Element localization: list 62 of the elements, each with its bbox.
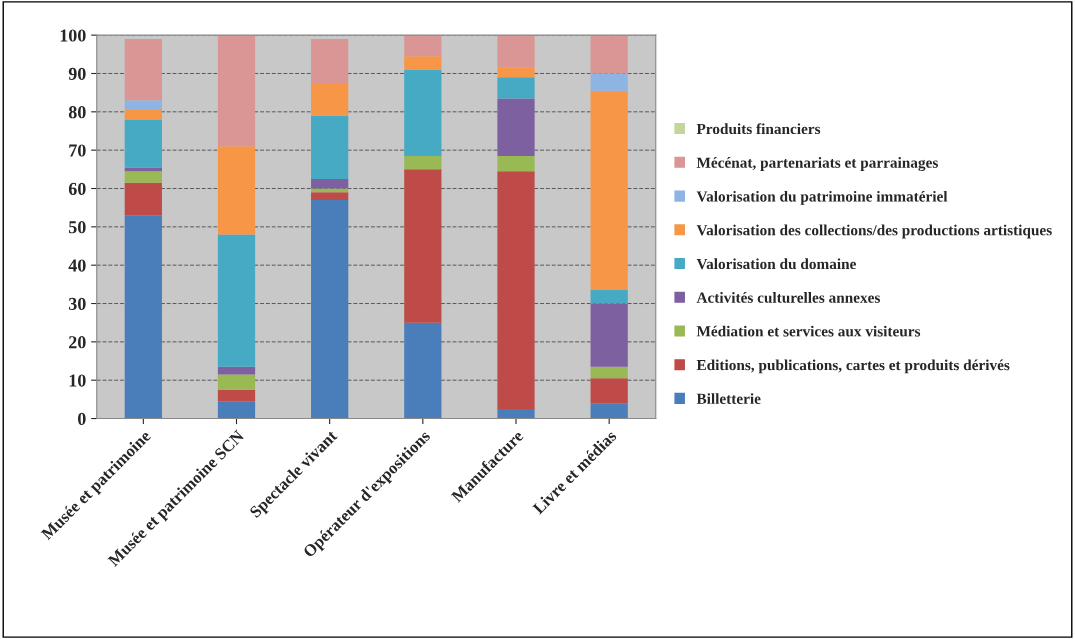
bar	[217, 234, 256, 367]
y-tick-label: 0	[77, 412, 86, 425]
legend-label: Mécénat, partenariats et parrainages	[696, 157, 938, 172]
legend-label: Valorisation des collections/des productions artistiques	[696, 224, 1052, 239]
bar	[124, 119, 162, 168]
bar	[404, 322, 442, 419]
bar	[311, 38, 349, 84]
bar	[590, 35, 628, 74]
legend-label: Billetterie	[696, 393, 761, 404]
bar	[217, 366, 256, 375]
bar	[217, 146, 256, 235]
legend-label: Editions, publications, cartes et produits dérivés	[696, 359, 1010, 374]
y-tick-label: 100	[60, 29, 86, 42]
bar	[311, 192, 349, 201]
bar	[590, 290, 628, 304]
y-tick-label: 20	[69, 336, 86, 349]
bar	[217, 374, 256, 390]
bar	[217, 401, 256, 419]
bar	[124, 167, 162, 172]
legend-label: Activités culturelles annexes	[696, 292, 880, 303]
y-tick-label: 10	[69, 374, 86, 387]
y-tick-label: 70	[69, 144, 86, 157]
y-tick-label: 90	[68, 67, 86, 80]
bar	[311, 115, 349, 179]
bar	[217, 389, 256, 402]
bar	[497, 155, 535, 172]
bar	[404, 35, 442, 57]
bar	[497, 98, 535, 156]
bar	[124, 38, 162, 101]
legend-label: Valorisation du patrimoine immatériel	[696, 190, 948, 205]
bar	[124, 171, 162, 183]
bar	[590, 90, 628, 291]
bar	[404, 56, 442, 70]
bar	[497, 67, 535, 78]
bar	[590, 403, 628, 419]
bar	[590, 303, 628, 367]
legend-label: Valorisation du domaine	[696, 258, 856, 270]
y-tick-label: 50	[69, 221, 86, 234]
bar	[497, 35, 535, 68]
bar	[124, 182, 162, 216]
legend-label: Produits financiers	[696, 123, 821, 135]
bar	[124, 109, 162, 120]
bar	[124, 100, 162, 110]
bar	[590, 378, 628, 404]
y-tick-label: 30	[68, 297, 86, 310]
bar	[404, 69, 442, 156]
bar	[311, 83, 349, 116]
bar	[404, 155, 442, 170]
bar	[311, 200, 349, 419]
y-tick-label: 40	[68, 259, 86, 272]
bar	[497, 171, 535, 409]
bar	[590, 366, 628, 379]
bar	[311, 178, 349, 189]
bar	[497, 77, 535, 99]
bar	[404, 169, 442, 323]
bar	[124, 215, 162, 419]
bar	[590, 73, 628, 91]
bar	[497, 408, 535, 419]
legend-label: Médiation et services aux visiteurs	[696, 325, 921, 337]
y-tick-label: 60	[68, 182, 86, 195]
bar	[217, 35, 256, 147]
y-tick-label: 80	[68, 106, 86, 119]
